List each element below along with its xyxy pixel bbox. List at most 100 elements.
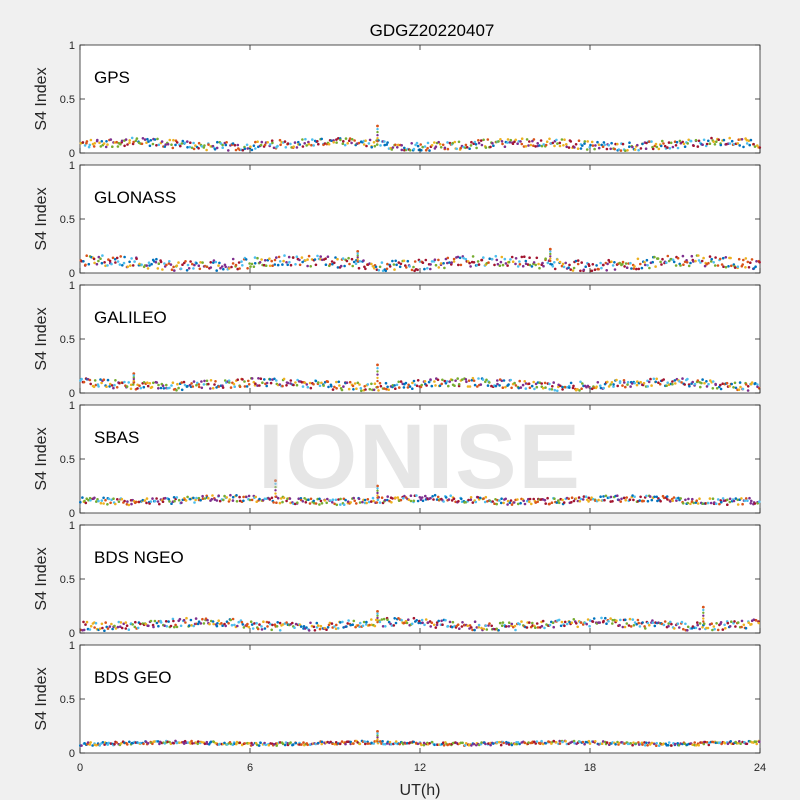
data-point bbox=[161, 384, 165, 388]
data-point bbox=[379, 384, 383, 388]
data-point bbox=[383, 143, 387, 147]
data-point bbox=[437, 258, 440, 262]
data-point bbox=[741, 502, 744, 506]
data-point bbox=[550, 501, 554, 505]
data-point bbox=[563, 138, 566, 141]
data-point bbox=[555, 501, 559, 504]
data-point bbox=[605, 622, 608, 625]
data-point bbox=[698, 497, 701, 501]
data-point bbox=[351, 623, 355, 626]
data-point bbox=[201, 261, 204, 264]
data-point bbox=[240, 620, 244, 624]
data-point bbox=[707, 261, 710, 265]
data-point bbox=[212, 261, 215, 264]
data-point bbox=[217, 385, 221, 388]
data-point bbox=[175, 141, 179, 144]
data-point bbox=[676, 256, 680, 260]
data-point bbox=[241, 623, 245, 626]
data-point bbox=[632, 624, 636, 627]
data-point bbox=[263, 259, 267, 262]
data-point bbox=[154, 260, 158, 264]
data-point bbox=[260, 628, 264, 631]
data-point bbox=[231, 499, 235, 502]
data-point bbox=[289, 382, 292, 385]
data-point bbox=[600, 266, 603, 270]
data-point bbox=[271, 623, 274, 627]
data-point bbox=[363, 740, 367, 743]
data-point bbox=[458, 256, 462, 260]
data-point bbox=[300, 256, 304, 259]
data-point bbox=[429, 496, 432, 500]
data-point bbox=[320, 740, 324, 744]
data-point bbox=[548, 382, 551, 386]
data-point bbox=[501, 386, 505, 390]
data-point bbox=[119, 625, 122, 628]
data-point bbox=[527, 144, 530, 147]
data-point bbox=[414, 143, 417, 147]
data-point bbox=[687, 497, 690, 501]
data-point bbox=[225, 620, 229, 623]
data-point bbox=[250, 498, 254, 502]
data-point bbox=[100, 622, 104, 626]
data-point bbox=[102, 378, 106, 382]
data-point bbox=[82, 380, 86, 384]
data-point bbox=[629, 625, 633, 628]
data-point bbox=[107, 497, 111, 501]
data-point bbox=[674, 264, 678, 267]
data-point bbox=[544, 386, 547, 389]
data-point bbox=[742, 258, 745, 262]
data-point bbox=[541, 619, 545, 623]
data-point bbox=[380, 496, 384, 500]
data-point bbox=[326, 497, 329, 501]
data-point bbox=[222, 498, 225, 502]
data-point bbox=[406, 259, 410, 263]
data-point bbox=[728, 497, 732, 501]
data-point bbox=[375, 501, 379, 504]
data-point bbox=[661, 139, 664, 143]
data-point bbox=[245, 143, 249, 147]
data-point bbox=[279, 497, 283, 500]
data-point bbox=[419, 143, 423, 146]
data-point bbox=[254, 382, 257, 386]
data-point bbox=[106, 264, 109, 267]
data-point bbox=[328, 263, 332, 266]
y-tick-label: 0 bbox=[69, 388, 75, 400]
data-point bbox=[739, 742, 742, 745]
spike-point bbox=[376, 496, 379, 499]
data-point bbox=[155, 621, 159, 625]
data-point bbox=[260, 140, 264, 144]
data-point bbox=[316, 254, 319, 258]
data-point bbox=[156, 500, 160, 503]
data-point bbox=[654, 265, 657, 268]
data-point bbox=[428, 149, 431, 152]
data-point bbox=[625, 622, 629, 625]
data-point bbox=[333, 502, 336, 506]
y-tick-label: 1 bbox=[69, 640, 75, 652]
data-point bbox=[193, 501, 196, 504]
data-point bbox=[114, 627, 118, 630]
data-point bbox=[89, 138, 93, 142]
data-point bbox=[158, 742, 161, 746]
spike-point bbox=[702, 614, 705, 617]
data-point bbox=[428, 742, 432, 745]
data-point bbox=[708, 255, 712, 258]
data-point bbox=[99, 257, 102, 261]
data-point bbox=[303, 497, 306, 500]
data-point bbox=[471, 501, 475, 504]
data-point bbox=[472, 379, 476, 383]
y-axis-label: S4 Index bbox=[33, 427, 50, 490]
data-point bbox=[714, 502, 718, 506]
data-point bbox=[200, 386, 204, 390]
data-point bbox=[712, 625, 716, 628]
data-point bbox=[396, 146, 399, 149]
data-point bbox=[301, 260, 304, 264]
data-point bbox=[667, 259, 671, 263]
spike-point bbox=[702, 611, 705, 614]
spike-point bbox=[376, 130, 379, 134]
data-point bbox=[415, 141, 419, 145]
data-point bbox=[657, 147, 661, 151]
data-point bbox=[667, 741, 671, 744]
data-point bbox=[507, 625, 511, 628]
data-point bbox=[490, 257, 494, 261]
